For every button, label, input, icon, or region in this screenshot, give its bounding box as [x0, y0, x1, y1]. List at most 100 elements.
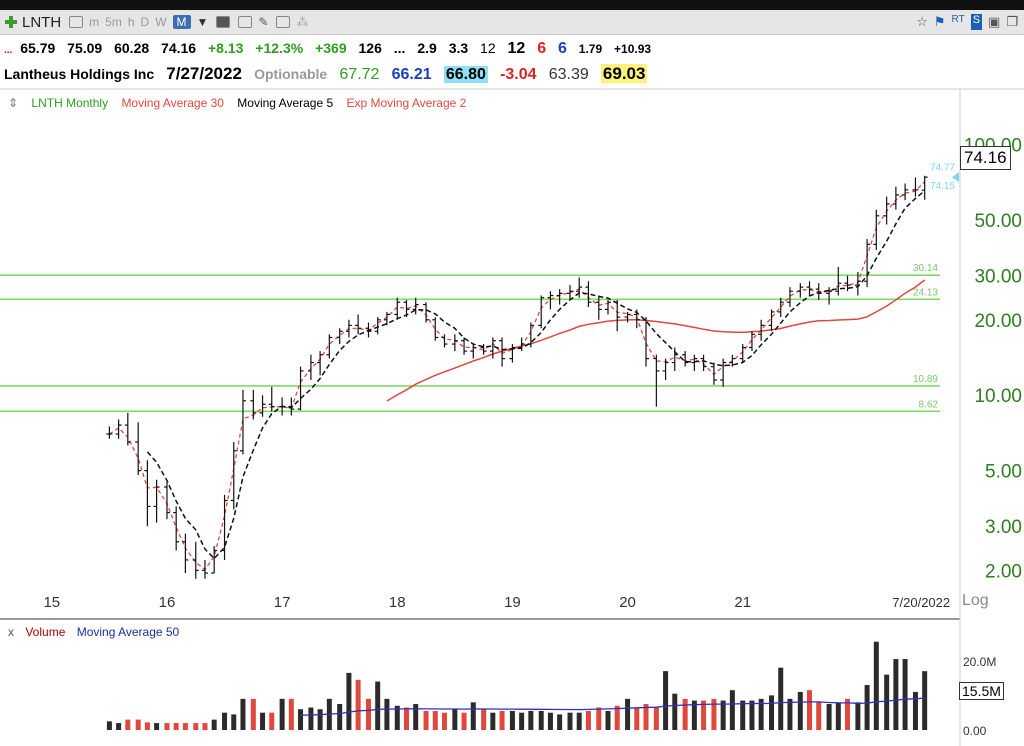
- y-tick-label-4: 10.00: [974, 386, 1022, 407]
- volume-bar-39: [481, 709, 487, 730]
- volume-bar-76: [835, 702, 841, 730]
- quote-row: ... 65.79 75.09 60.28 74.16 +8.13 +12.3%…: [4, 40, 659, 58]
- volume-bar-46: [547, 712, 553, 730]
- legend-ma5[interactable]: Moving Average 5: [237, 96, 334, 110]
- volume-bar-83: [902, 659, 908, 730]
- volume-bar-7: [173, 723, 179, 730]
- ticker-symbol[interactable]: LNTH: [22, 13, 62, 31]
- volume-bar-69: [769, 695, 775, 730]
- ma30-line: [386, 279, 926, 402]
- quote-field5: 12: [507, 40, 526, 57]
- y-tick-label-6: 3.00: [985, 517, 1022, 538]
- volume-bar-65: [729, 690, 735, 730]
- quote-field8: 1.79: [578, 42, 603, 56]
- timeframe-month[interactable]: M: [172, 15, 191, 29]
- log-scale-label[interactable]: Log: [962, 592, 989, 609]
- legend-volume[interactable]: Volume: [25, 625, 66, 639]
- chart-toolbar: LNTH m 5m h D W M ▼ ✎ ⁂ ☆ ⚑ RT S ▣ ❐: [0, 10, 1024, 35]
- volume-close-icon[interactable]: x: [8, 625, 14, 639]
- price-annotation-0: 74.77: [930, 162, 955, 173]
- info-row: Lantheus Holdings Inc 7/27/2022 Optionab…: [4, 64, 655, 84]
- volume-bar-41: [499, 710, 505, 730]
- layout-icon[interactable]: [276, 16, 291, 28]
- volume-bar-16: [260, 712, 266, 730]
- volume-bar-75: [826, 704, 832, 730]
- volume-bar-29: [384, 698, 390, 730]
- s-icon[interactable]: S: [970, 14, 983, 30]
- volume-bar-66: [740, 700, 746, 730]
- timeframe-week[interactable]: W: [155, 15, 167, 29]
- volume-bar-6: [164, 723, 170, 730]
- volume-bar-60: [682, 698, 688, 730]
- quote-field7: 6: [558, 40, 567, 57]
- last-price-label: 74.16: [960, 146, 1011, 170]
- volume-bar-40: [490, 712, 496, 730]
- text-icon[interactable]: [216, 16, 231, 28]
- volume-bar-32: [413, 704, 419, 730]
- volume-bar-61: [691, 700, 697, 730]
- toolbar-right: ☆ ⚑ RT S ▣ ❐: [916, 14, 1018, 30]
- legend-volume-ma50[interactable]: Moving Average 50: [76, 625, 180, 639]
- volume-bar-35: [441, 712, 447, 730]
- quote-change-pct: +12.3%: [255, 40, 304, 56]
- window-top-strip: [0, 0, 1024, 10]
- flag-icon[interactable]: ⚑: [933, 14, 946, 29]
- volume-bar-43: [519, 712, 525, 730]
- volume-bar-45: [538, 710, 544, 730]
- volume-bar-9: [193, 723, 199, 730]
- volume-bar-30: [394, 705, 400, 730]
- chevron-down-icon[interactable]: ▼: [196, 15, 209, 29]
- volume-bar-0: [106, 721, 112, 730]
- volume-bar-58: [663, 671, 669, 730]
- star-icon[interactable]: ☆: [916, 14, 928, 29]
- rt-icon[interactable]: RT: [951, 14, 965, 25]
- legend-ma30[interactable]: Moving Average 30: [121, 96, 224, 110]
- calculator-icon[interactable]: [238, 16, 253, 28]
- volume-bar-15: [250, 698, 256, 730]
- print-icon[interactable]: [69, 16, 84, 28]
- last-price-pointer: [952, 172, 959, 183]
- draw-icon[interactable]: ✎: [258, 15, 269, 29]
- quote-field1: 126: [358, 40, 382, 56]
- volume-bar-52: [605, 710, 611, 730]
- volume-bar-53: [614, 705, 620, 730]
- info-v6: 69.03: [600, 64, 648, 83]
- info-v2: 66.21: [391, 66, 432, 83]
- legend-collapse-icon[interactable]: ⇕: [8, 96, 19, 110]
- price-annotation-1: 74.15: [930, 181, 955, 192]
- volume-bar-8: [182, 723, 188, 730]
- save-icon[interactable]: ▣: [988, 14, 1001, 29]
- volume-bar-67: [749, 700, 755, 730]
- add-symbol-icon[interactable]: [4, 15, 18, 29]
- volume-bar-81: [884, 674, 890, 730]
- volume-bar-64: [720, 700, 726, 730]
- support-line-label-3: 8.62: [919, 399, 939, 410]
- copy-icon[interactable]: ❐: [1006, 14, 1018, 29]
- timeframe-minute[interactable]: m: [89, 15, 100, 29]
- volume-bar-28: [375, 681, 381, 730]
- legend-ema2[interactable]: Exp Moving Average 2: [346, 96, 467, 110]
- volume-bar-73: [807, 690, 813, 730]
- link-icon[interactable]: ⁂: [296, 15, 309, 29]
- volume-bar-57: [653, 707, 659, 730]
- optionable-label: Optionable: [254, 66, 328, 82]
- info-v3: 66.80: [443, 66, 488, 83]
- volume-bar-70: [778, 667, 784, 730]
- legend-symbol[interactable]: LNTH Monthly: [31, 96, 109, 110]
- volume-bar-4: [144, 722, 150, 730]
- volume-bar-14: [240, 698, 246, 730]
- volume-bar-18: [279, 698, 285, 730]
- y-tick-label-3: 20.00: [974, 311, 1022, 332]
- volume-bar-49: [576, 712, 582, 730]
- timeframe-hour[interactable]: h: [127, 15, 135, 29]
- volume-bar-12: [222, 712, 228, 730]
- quote-ellipsis: ...: [4, 45, 13, 56]
- volume-bar-26: [355, 679, 361, 730]
- volume-bar-20: [298, 709, 304, 730]
- timeframe-5min[interactable]: 5m: [105, 15, 122, 29]
- volume-bar-5: [154, 723, 160, 730]
- volume-legend: x Volume Moving Average 50: [8, 625, 187, 639]
- timeframe-day[interactable]: D: [140, 15, 150, 29]
- ma5-line: [146, 190, 926, 560]
- volume-bar-38: [470, 702, 476, 730]
